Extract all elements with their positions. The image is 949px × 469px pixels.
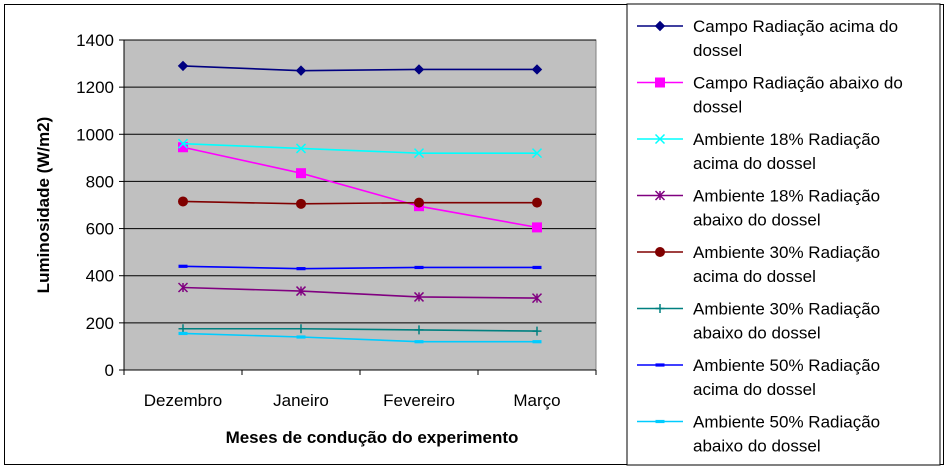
y-tick-label: 0 — [105, 361, 114, 380]
data-point-s7-2 — [414, 340, 424, 344]
x-tick-label: Janeiro — [273, 391, 329, 410]
data-point-s4-3 — [532, 197, 542, 208]
data-point-s0-0 — [177, 60, 189, 72]
data-point-s2-3 — [531, 148, 543, 159]
legend-label: dossel — [693, 41, 742, 60]
data-point-s7-0 — [178, 331, 188, 336]
series-line-7 — [182, 332, 537, 343]
data-point-s2-2 — [413, 148, 425, 159]
data-point-s5-3 — [532, 326, 542, 336]
data-point-s3-0 — [177, 282, 189, 293]
legend-label: Ambiente 50% Radiação — [693, 413, 880, 432]
data-point-s6-3 — [532, 265, 542, 270]
legend-label: Ambiente 50% Radiação — [693, 356, 880, 375]
y-axis-title: Luminosidade (W/m2) — [34, 117, 53, 294]
series-line-3 — [182, 286, 538, 299]
data-point-s5-1 — [296, 324, 306, 334]
series-line-1 — [182, 146, 538, 229]
legend-label: Ambiente 18% Radiação — [693, 130, 880, 149]
legend-label: acima do dossel — [693, 154, 816, 173]
data-point-s3-1 — [295, 286, 307, 297]
legend-marker-4 — [655, 247, 665, 257]
data-point-s6-0 — [178, 264, 188, 268]
legend: Campo Radiação acima do dossel Campo Radia… — [626, 3, 941, 466]
legend-label: Ambiente 30% Radiação — [693, 243, 880, 262]
legend-marker-5 — [655, 304, 665, 313]
legend-label: Ambiente 18% Radiação — [693, 187, 880, 206]
y-tick-label: 600 — [86, 220, 114, 239]
series-line-5 — [183, 327, 538, 332]
legend-box — [626, 3, 941, 466]
x-tick-label: Março — [513, 391, 560, 410]
data-point-s5-0 — [178, 324, 188, 334]
data-point-s6-2 — [414, 265, 424, 270]
series-line-4 — [182, 200, 537, 205]
data-point-s3-2 — [413, 291, 425, 302]
x-axis-title: Meses de condução do experimento — [226, 428, 519, 447]
data-point-s1-3 — [532, 222, 542, 233]
data-point-s2-1 — [295, 143, 307, 154]
data-point-s4-0 — [178, 196, 188, 207]
x-tick-label: Fevereiro — [383, 391, 455, 410]
y-tick-label: 1400 — [76, 31, 114, 50]
data-point-s0-2 — [413, 64, 425, 75]
legend-label: Ambiente 30% Radiação — [693, 300, 880, 319]
legend-label: abaixo do dossel — [693, 211, 821, 230]
data-point-s7-1 — [296, 335, 306, 339]
legend-label: Campo Radiação acima do — [693, 17, 898, 36]
data-point-s6-1 — [296, 267, 306, 271]
plot-area: 0 200 400 600 800 1000 1200 1400 Dezembro Janeiro… — [76, 31, 597, 410]
series-line-2 — [182, 142, 537, 154]
legend-label: acima do dossel — [693, 267, 816, 286]
y-tick-label: 1200 — [76, 78, 114, 97]
legend-label: Campo Radiação abaixo do — [693, 74, 903, 93]
legend-marker-1 — [655, 77, 665, 88]
legend-label: acima do dossel — [693, 380, 816, 399]
y-tick-label: 200 — [86, 314, 114, 333]
y-tick-label: 1000 — [76, 125, 114, 144]
data-point-s4-1 — [296, 198, 306, 209]
data-point-s5-2 — [414, 325, 424, 335]
y-tick-label: 400 — [86, 267, 114, 286]
data-point-s3-3 — [531, 293, 543, 304]
series-line-0 — [182, 65, 537, 72]
legend-label: abaixo do dossel — [693, 324, 821, 343]
legend-marker-7 — [655, 419, 665, 424]
legend-marker-2 — [654, 133, 666, 145]
x-tick-label: Dezembro — [144, 391, 222, 410]
series-line-6 — [182, 265, 537, 270]
legend-label: abaixo do dossel — [693, 437, 821, 456]
legend-marker-0 — [654, 20, 666, 32]
data-point-s4-2 — [414, 197, 424, 208]
legend-marker-6 — [655, 363, 665, 367]
legend-label: dossel — [693, 98, 742, 117]
data-point-s2-0 — [177, 138, 189, 149]
plot-background — [123, 39, 597, 371]
data-point-s7-3 — [532, 340, 542, 344]
data-point-s0-3 — [531, 64, 543, 75]
y-tick-label: 800 — [86, 172, 114, 191]
legend-marker-3 — [654, 190, 666, 201]
data-point-s1-1 — [296, 168, 306, 179]
data-point-s0-1 — [295, 65, 307, 76]
